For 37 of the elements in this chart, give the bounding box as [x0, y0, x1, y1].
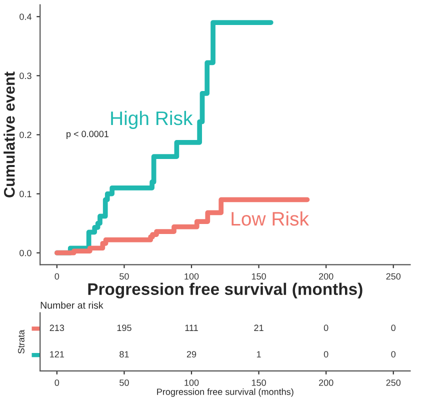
annotation: p < 0.0001: [66, 130, 108, 139]
y-axis-title: Cumulative event: [4, 72, 15, 198]
data-label: 0: [324, 351, 328, 358]
x-tick-label: 0: [54, 273, 60, 280]
x-tick-label: 250: [386, 379, 401, 386]
x-tick-label: 100: [184, 379, 199, 386]
data-label: 0: [324, 324, 328, 332]
x-tick-label: 200: [318, 273, 334, 280]
x-tick-label: 150: [252, 379, 266, 386]
x-tick-label: 250: [386, 273, 401, 280]
x-tick-label: 150: [252, 273, 266, 280]
data-label: 121: [50, 351, 64, 358]
data-label: 195: [117, 324, 132, 332]
x-tick-label: 50: [120, 379, 129, 386]
data-label: 213: [50, 324, 64, 332]
data-label: 0: [391, 351, 396, 358]
data-label: 29: [186, 351, 196, 358]
y-tick-label: 0.3: [20, 72, 32, 80]
x-tick-label: 100: [184, 273, 199, 280]
data-label: 21: [254, 324, 264, 331]
series-label: High Risk: [111, 110, 193, 129]
y-tick-label: 0.0: [20, 250, 32, 256]
x-axis-title: Progression free survival (months): [88, 282, 362, 298]
y-tick-label: 0.1: [20, 190, 32, 198]
data-label: 81: [120, 351, 129, 358]
data-label: 1: [256, 351, 261, 358]
y-tick-label: 0.4: [20, 14, 32, 20]
x-tick-label: 0: [54, 379, 60, 386]
series-label: Low Risk: [232, 211, 310, 226]
x-axis-title: Progression free survival (months): [157, 388, 294, 397]
data-label: 0: [391, 324, 396, 332]
data-label: 111: [185, 324, 198, 331]
y-tick-label: 0.2: [20, 132, 32, 138]
x-tick-label: 200: [318, 379, 334, 386]
chart-title: Number at risk: [40, 302, 104, 309]
x-tick-label: 50: [120, 273, 129, 280]
y-axis-title: Strata: [18, 330, 24, 354]
